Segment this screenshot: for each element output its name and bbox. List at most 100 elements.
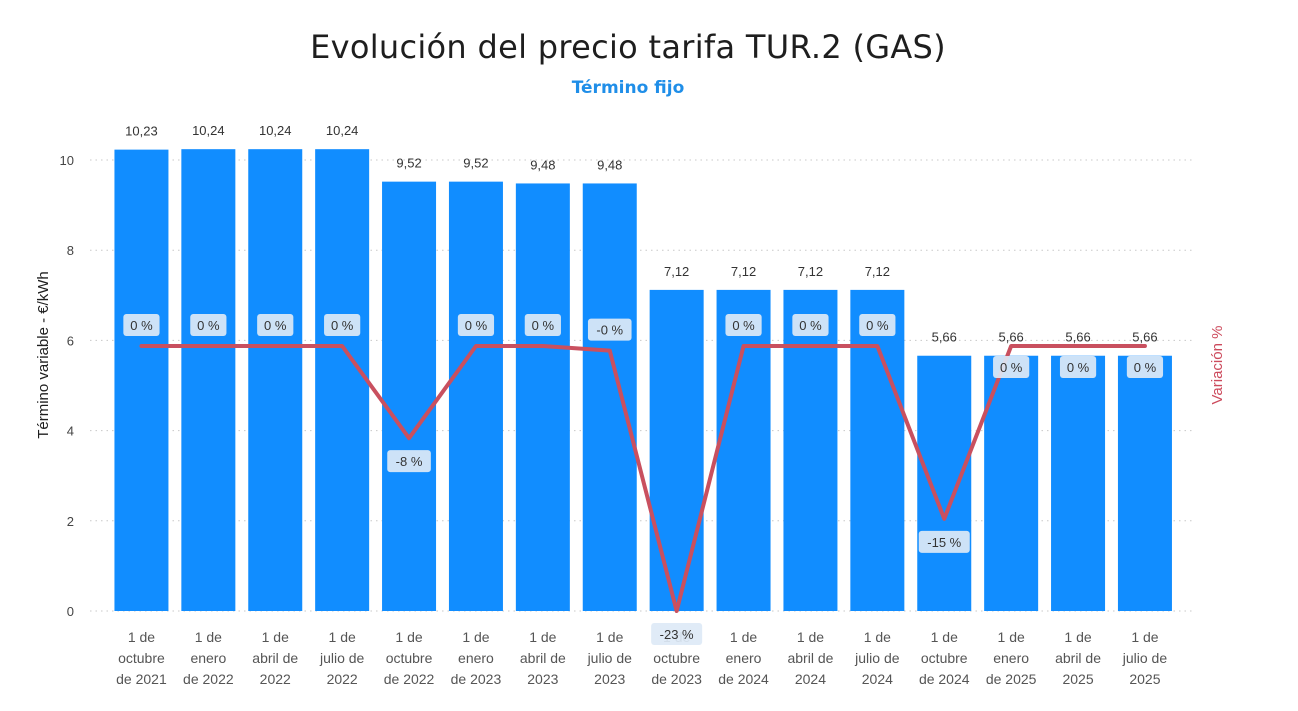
variation-label: -0 % bbox=[587, 318, 632, 341]
bar bbox=[917, 355, 972, 611]
variation-label-text: 0 % bbox=[732, 318, 755, 333]
bar bbox=[515, 183, 570, 611]
variation-label: 0 % bbox=[993, 356, 1030, 378]
bar bbox=[448, 181, 503, 611]
bar-value-label: 5,66 bbox=[998, 330, 1023, 345]
bar bbox=[984, 355, 1039, 611]
bar bbox=[315, 149, 370, 611]
variation-label: -15 % bbox=[918, 530, 970, 553]
y-tick-label: 4 bbox=[67, 424, 74, 439]
variation-label-box bbox=[725, 314, 762, 336]
bar bbox=[716, 289, 771, 611]
y-tick-label: 0 bbox=[67, 604, 74, 619]
variation-label-text: 0 % bbox=[264, 318, 287, 333]
x-tick-label: de 2025 bbox=[986, 671, 1037, 687]
bar bbox=[1117, 355, 1172, 611]
variation-label-text: -8 % bbox=[396, 454, 423, 469]
bar bbox=[181, 149, 236, 611]
variation-label-box bbox=[918, 530, 970, 553]
variation-line-series bbox=[139, 344, 1147, 613]
x-tick-label: abril de bbox=[252, 650, 298, 666]
variation-label-box bbox=[993, 356, 1030, 378]
x-tick-label: enero bbox=[190, 650, 226, 666]
variation-label-box bbox=[257, 314, 294, 336]
x-tick-label: julio de bbox=[1122, 650, 1168, 666]
x-tick-label: 2025 bbox=[1062, 671, 1093, 687]
x-tick-label: abril de bbox=[520, 650, 566, 666]
chart-title: Evolución del precio tarifa TUR.2 (GAS) bbox=[310, 28, 946, 66]
y2-axis-label: Variación % bbox=[1209, 326, 1226, 405]
bar bbox=[248, 149, 303, 611]
variation-label-box bbox=[457, 314, 495, 336]
x-tick-label: 1 de bbox=[596, 629, 623, 645]
y-axis-label: Término variable - €/kWh bbox=[35, 271, 52, 439]
bar-value-label: 9,48 bbox=[530, 157, 555, 172]
variation-label-text: 0 % bbox=[197, 318, 220, 333]
x-tick-label: abril de bbox=[787, 650, 833, 666]
x-tick-label: julio de bbox=[854, 650, 900, 666]
variation-label-box bbox=[190, 314, 227, 336]
x-tick-label: de 2023 bbox=[451, 671, 502, 687]
variation-label-box bbox=[123, 314, 160, 336]
variation-label-text: 0 % bbox=[799, 318, 822, 333]
variation-label: 0 % bbox=[1059, 356, 1097, 378]
x-tick-label: 1 de bbox=[462, 629, 489, 645]
x-tick-label: enero bbox=[458, 650, 494, 666]
x-tick-label: de 2024 bbox=[718, 671, 769, 687]
x-tick-label: 2024 bbox=[862, 671, 893, 687]
x-tick-label: octubre bbox=[921, 650, 968, 666]
x-tick-label: 1 de bbox=[1064, 629, 1091, 645]
variation-label-text: 0 % bbox=[532, 318, 555, 333]
variation-label-box bbox=[1059, 356, 1097, 378]
y-tick-label: 8 bbox=[67, 243, 74, 258]
x-tick-label: 1 de bbox=[864, 629, 891, 645]
variation-label: -8 % bbox=[387, 450, 431, 473]
variation-label-text: 0 % bbox=[331, 318, 354, 333]
x-tick-label: 1 de bbox=[931, 629, 958, 645]
bar-series bbox=[114, 149, 1172, 611]
variation-label: 0 % bbox=[190, 314, 227, 336]
variation-label: 0 % bbox=[457, 314, 495, 336]
x-axis-ticks: 1 de octubre de 2021 1 de enero de 2022 1 de ab… bbox=[116, 629, 1167, 687]
x-tick-label: 2022 bbox=[327, 671, 358, 687]
bar-value-label: 7,12 bbox=[664, 264, 689, 279]
bar-value-label: 10,23 bbox=[125, 124, 158, 139]
chart-subtitle: Término fijo bbox=[571, 78, 685, 98]
variation-label-text: 0 % bbox=[1134, 360, 1157, 375]
variation-line bbox=[139, 344, 1147, 613]
y-tick-label: 2 bbox=[67, 514, 74, 529]
variation-label: 0 % bbox=[257, 314, 294, 336]
bar-value-label: 9,48 bbox=[597, 157, 622, 172]
bar bbox=[850, 289, 905, 611]
y-axis-ticks: 0 2 4 6 8 10 bbox=[60, 153, 74, 619]
variation-label-box bbox=[792, 314, 829, 336]
x-tick-label: 2022 bbox=[260, 671, 291, 687]
variation-label-box bbox=[524, 314, 561, 336]
x-tick-label: octubre bbox=[118, 650, 165, 666]
x-tick-label: 1 de bbox=[128, 629, 155, 645]
variation-label-text: -15 % bbox=[927, 535, 961, 550]
bar bbox=[114, 149, 169, 611]
bar bbox=[649, 289, 704, 611]
variation-label-box bbox=[587, 318, 632, 341]
variation-label: 0 % bbox=[524, 314, 561, 336]
x-tick-label: 1 de bbox=[998, 629, 1025, 645]
bar-value-label: 10,24 bbox=[259, 123, 292, 138]
x-tick-label: 1 de bbox=[329, 629, 356, 645]
bar bbox=[582, 183, 637, 611]
x-tick-label: de 2021 bbox=[116, 671, 167, 687]
variation-label-box bbox=[651, 623, 703, 645]
x-tick-label: 1 de bbox=[730, 629, 757, 645]
x-tick-label: de 2022 bbox=[384, 671, 435, 687]
x-tick-label: julio de bbox=[587, 650, 633, 666]
x-tick-label: julio de bbox=[319, 650, 365, 666]
variation-label-box bbox=[324, 314, 361, 336]
variation-label: 0 % bbox=[792, 314, 829, 336]
y-tick-label: 10 bbox=[60, 153, 74, 168]
x-tick-label: octubre bbox=[653, 650, 700, 666]
x-tick-label: 2023 bbox=[594, 671, 625, 687]
x-tick-label: 1 de bbox=[797, 629, 824, 645]
x-tick-label: 2024 bbox=[795, 671, 826, 687]
variation-label-box bbox=[859, 314, 896, 336]
